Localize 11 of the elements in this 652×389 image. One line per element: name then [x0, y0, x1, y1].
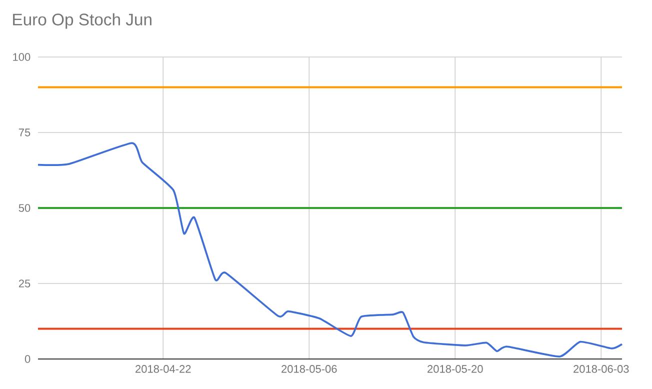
y-tick-label: 0 — [24, 355, 30, 363]
x-tick-label: 2018-05-06 — [282, 365, 337, 373]
line-series — [37, 142, 623, 358]
y-tick-label: 50 — [18, 204, 30, 212]
y-tick-label: 100 — [13, 53, 30, 61]
x-tick-label: 2018-06-03 — [574, 365, 629, 373]
y-tick-label: 25 — [18, 280, 30, 288]
x-tick-label: 2018-05-20 — [428, 365, 483, 373]
y-tick-label: 75 — [18, 128, 30, 136]
chart-title: Euro Op Stoch Jun — [13, 13, 152, 29]
x-tick-label: 2018-04-22 — [136, 365, 191, 373]
